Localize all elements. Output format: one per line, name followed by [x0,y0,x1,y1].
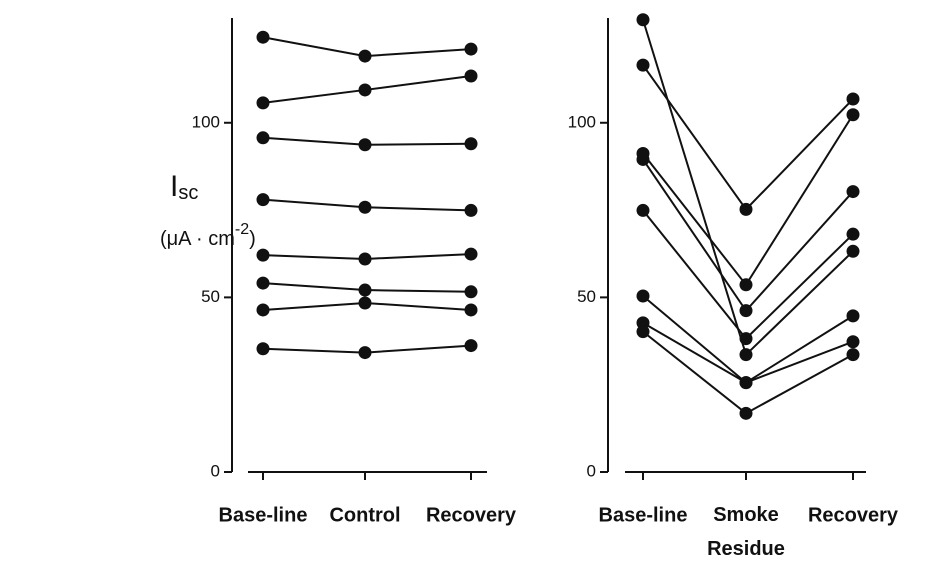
point [846,108,860,122]
point [464,247,478,261]
point [739,304,753,318]
point [464,303,478,317]
point [464,203,478,217]
point [358,200,372,214]
point [358,252,372,266]
point [846,309,860,323]
y-tick-label: 50 [201,287,220,306]
point [464,285,478,299]
y-tick-label: 0 [587,461,596,480]
point [358,138,372,152]
point [256,248,270,262]
y-tick-label: 100 [568,112,596,131]
point [464,42,478,56]
point [846,244,860,258]
point [739,202,753,216]
series-line [642,114,854,287]
point [846,185,860,199]
point [464,69,478,83]
x-tick-label: Smoke Residue [707,504,785,560]
x-tick-label: Recovery [808,504,899,526]
point [358,49,372,63]
point [739,332,753,346]
point [846,335,860,349]
point [256,276,270,290]
point [256,131,270,145]
point [636,289,650,303]
point [464,137,478,151]
point [358,296,372,310]
x-tick-label: Control [329,504,400,526]
point [358,283,372,297]
point [636,13,650,27]
point [846,92,860,106]
point [739,376,753,390]
series-line [642,209,854,341]
x-tick-label: Base-line [599,504,688,526]
point [636,203,650,217]
y-tick-label: 50 [577,287,596,306]
point [256,96,270,110]
series-line [642,19,854,357]
point [739,348,753,362]
point [846,348,860,362]
point [256,342,270,356]
point [256,30,270,44]
point [636,325,650,339]
x-tick-label: Base-line [219,504,308,526]
point [358,346,372,360]
point [358,83,372,97]
series-line [642,64,854,211]
point [739,406,753,420]
x-tick-label: Recovery [426,504,517,526]
y-label: Isc [170,170,198,204]
point [256,303,270,317]
y-tick-label: 0 [211,461,220,480]
point [739,278,753,292]
point [636,58,650,72]
y-tick-label: 100 [192,112,220,131]
point [636,152,650,166]
point [256,193,270,207]
y-label-unit: (μA · cm-2) [160,221,256,250]
point [464,339,478,353]
point [846,227,860,241]
